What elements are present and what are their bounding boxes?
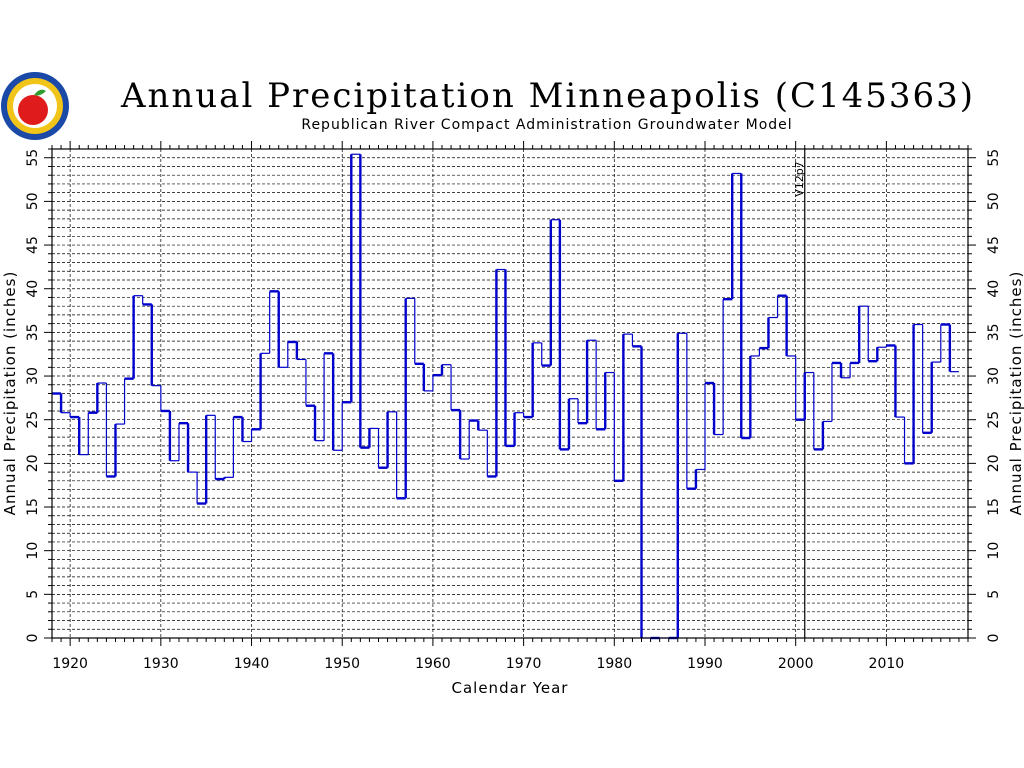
y-axis-label-right: Annual Precipitation (inches) <box>1007 271 1024 516</box>
y-tick-label: 25 <box>25 411 41 429</box>
series-group <box>52 153 959 640</box>
grid <box>44 141 976 646</box>
y-tick-label: 30 <box>25 367 41 385</box>
x-tick-label: 1980 <box>596 656 632 672</box>
y-tick-label: 0 <box>986 634 1002 643</box>
y-tick-label: 55 <box>25 149 41 167</box>
y-tick-label: 30 <box>986 367 1002 385</box>
y-tick-labels-right: 0 5 10 15 20 25 30 35 40 45 50 55 <box>986 149 1002 643</box>
y-tick-label: 20 <box>25 454 41 472</box>
y-tick-label: 15 <box>986 498 1002 516</box>
plot-frame <box>51 148 969 639</box>
y-tick-label: 5 <box>25 590 41 599</box>
x-axis-label: Calendar Year <box>452 679 569 697</box>
y-tick-label: 50 <box>25 192 41 210</box>
annotation-label: V12p7 <box>793 161 806 197</box>
y-axis-label-left: Annual Precipitation (inches) <box>1 271 19 516</box>
x-tick-label: 1940 <box>234 656 270 672</box>
chart-title: Annual Precipitation Minneapolis (C14536… <box>120 76 975 116</box>
x-tick-label: 1970 <box>506 656 542 672</box>
y-tick-labels-left: 0 5 10 15 20 25 30 35 40 45 50 55 <box>25 149 41 643</box>
x-tick-labels: 1920 1930 1940 1950 1960 1970 1980 1990 2000 2010 <box>52 656 904 672</box>
y-tick-label: 50 <box>986 192 1002 210</box>
x-tick-label: 1920 <box>52 656 88 672</box>
x-tick-label: 1990 <box>687 656 723 672</box>
y-tick-label: 45 <box>986 236 1002 254</box>
apple-icon <box>18 95 48 125</box>
y-tick-label: 10 <box>25 542 41 560</box>
y-tick-label: 15 <box>25 498 41 516</box>
y-tick-label: 0 <box>25 634 41 643</box>
y-tick-label: 40 <box>986 280 1002 298</box>
x-tick-label: 1930 <box>143 656 179 672</box>
x-tick-label: 2010 <box>869 656 905 672</box>
y-tick-label: 20 <box>986 454 1002 472</box>
x-tick-label: 2000 <box>778 656 814 672</box>
y-tick-label: 25 <box>986 411 1002 429</box>
y-tick-label: 40 <box>25 280 41 298</box>
y-tick-label: 35 <box>986 323 1002 341</box>
y-tick-label: 10 <box>986 542 1002 560</box>
rrca-logo <box>1 72 69 140</box>
y-tick-label: 5 <box>986 590 1002 599</box>
x-tick-label: 1960 <box>415 656 451 672</box>
y-tick-label: 35 <box>25 323 41 341</box>
y-tick-label: 55 <box>986 149 1002 167</box>
x-tick-label: 1950 <box>324 656 360 672</box>
chart-subtitle: Republican River Compact Administration … <box>301 117 792 133</box>
y-tick-label: 45 <box>25 236 41 254</box>
